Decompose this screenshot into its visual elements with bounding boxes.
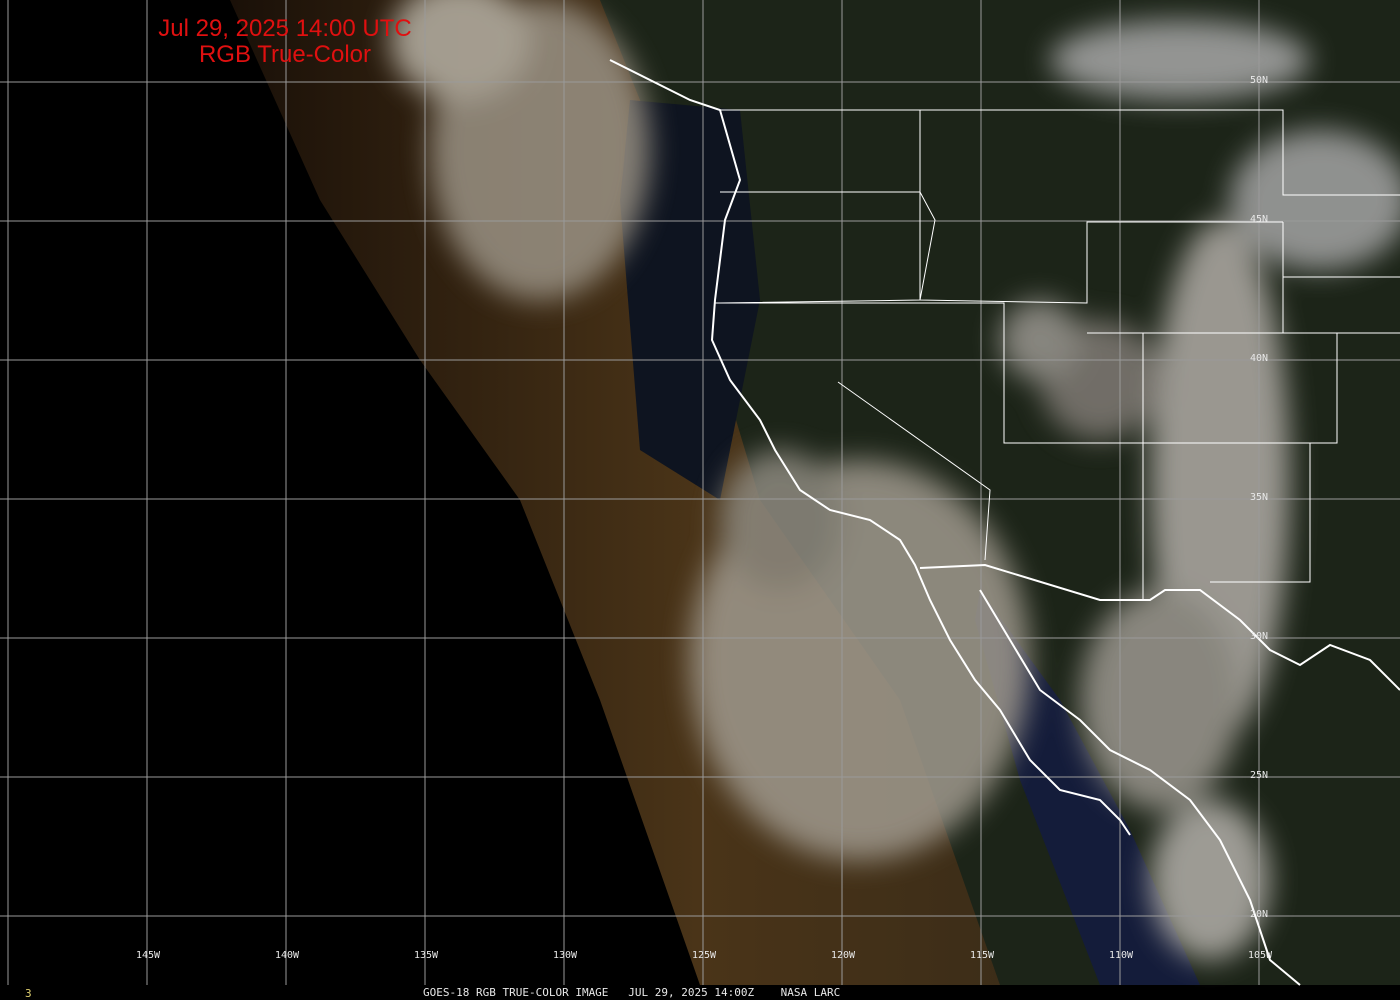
idaho-boundary [919,110,1283,304]
image-timestamp-title: Jul 29, 2025 14:00 UTC [158,15,412,42]
lat-label-20n: 20N [1250,909,1269,920]
lon-label-145w: 145W [135,950,161,961]
lon-label-140w: 140W [274,950,300,961]
lon-label-130w: 130W [552,950,578,961]
lon-label-115w: 115W [969,950,995,961]
lon-label-135w: 135W [413,950,439,961]
mexico-mainland-coastline [979,589,1301,986]
wyoming-boundary [1282,222,1400,334]
gulf-of-california [975,590,1200,985]
oregon-boundary [719,191,936,304]
pacific-coastline [609,59,1131,836]
lat-label-25n: 25N [1250,770,1269,781]
lon-label-110w: 110W [1108,950,1134,961]
image-product-title: RGB True-Color [198,41,372,68]
image-caption: GOES-18 RGB TRUE-COLOR IMAGE JUL 29, 202… [423,986,841,999]
political-boundaries [609,59,1400,986]
lon-label-125w: 125W [691,950,717,961]
frame-number: 3 [25,987,32,1000]
us-mexico-border [919,563,1400,691]
new-mexico-boundary [1210,443,1311,583]
lat-label-50n: 50N [1250,75,1269,86]
lat-label-35n: 35N [1250,492,1269,503]
lat-label-45n: 45N [1250,214,1269,225]
pacific-coast-water [620,100,760,500]
lat-label-40n: 40N [1250,353,1269,364]
lat-label-30n: 30N [1250,631,1269,642]
canada-border [720,109,1400,196]
lon-label-105w: 105W [1247,950,1273,961]
lon-label-120w: 120W [830,950,856,961]
california-nevada-boundary [837,381,991,561]
